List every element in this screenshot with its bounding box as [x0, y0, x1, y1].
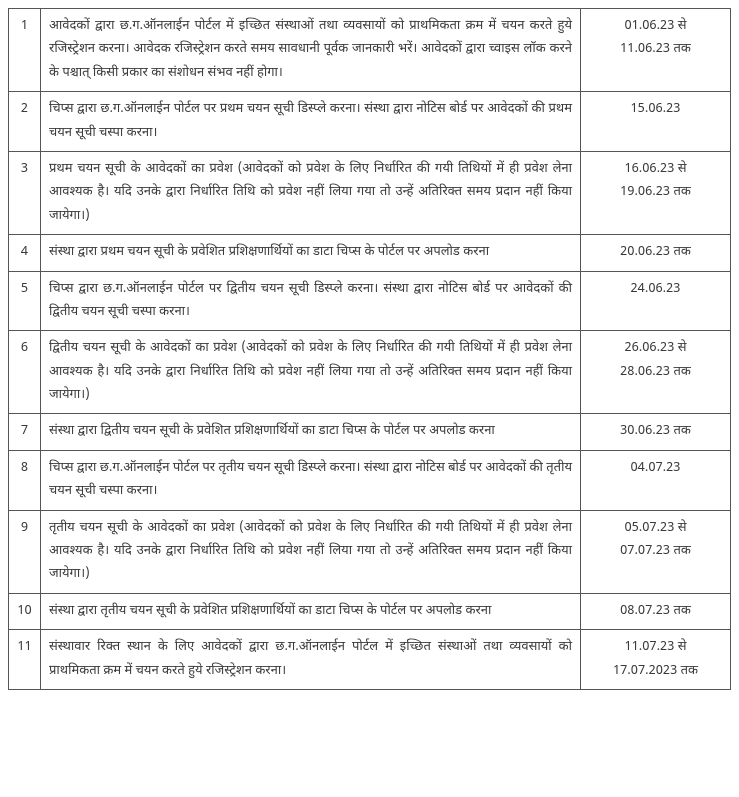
serial-number: 8: [9, 450, 41, 510]
table-row: 9तृतीय चयन सूची के आवेदकों का प्रवेश (आव…: [9, 510, 731, 593]
table-row: 10संस्था द्वारा तृतीय चयन सूची के प्रवेश…: [9, 593, 731, 629]
serial-number: 9: [9, 510, 41, 593]
table-row: 3प्रथम चयन सूची के आवेदकों का प्रवेश (आव…: [9, 151, 731, 234]
description: संस्था द्वारा द्वितीय चयन सूची के प्रवेश…: [41, 414, 581, 450]
description: प्रथम चयन सूची के आवेदकों का प्रवेश (आवे…: [41, 151, 581, 234]
description: संस्थावार रिक्त स्थान के लिए आवेदकों द्व…: [41, 630, 581, 690]
description: द्वितीय चयन सूची के आवेदकों का प्रवेश (आ…: [41, 331, 581, 414]
table-row: 5चिप्स द्वारा छ.ग.ऑनलाईन पोर्टल पर द्वित…: [9, 271, 731, 331]
date-range: 16.06.23 से 19.06.23 तक: [581, 151, 731, 234]
date-range: 26.06.23 से 28.06.23 तक: [581, 331, 731, 414]
serial-number: 3: [9, 151, 41, 234]
date-range: 15.06.23: [581, 92, 731, 152]
table-row: 4संस्था द्वारा प्रथम चयन सूची के प्रवेशि…: [9, 235, 731, 271]
serial-number: 7: [9, 414, 41, 450]
serial-number: 1: [9, 9, 41, 92]
date-range: 04.07.23: [581, 450, 731, 510]
date-range: 11.07.23 से 17.07.2023 तक: [581, 630, 731, 690]
description: संस्था द्वारा तृतीय चयन सूची के प्रवेशित…: [41, 593, 581, 629]
serial-number: 11: [9, 630, 41, 690]
table-row: 1आवेदकों द्वारा छ.ग.ऑनलाईन पोर्टल में इच…: [9, 9, 731, 92]
description: चिप्स द्वारा छ.ग.ऑनलाईन पोर्टल पर द्विती…: [41, 271, 581, 331]
description: चिप्स द्वारा छ.ग.ऑनलाईन पोर्टल पर प्रथम …: [41, 92, 581, 152]
description: संस्था द्वारा प्रथम चयन सूची के प्रवेशित…: [41, 235, 581, 271]
date-range: 08.07.23 तक: [581, 593, 731, 629]
table-row: 7संस्था द्वारा द्वितीय चयन सूची के प्रवे…: [9, 414, 731, 450]
description: तृतीय चयन सूची के आवेदकों का प्रवेश (आवे…: [41, 510, 581, 593]
serial-number: 4: [9, 235, 41, 271]
date-range: 30.06.23 तक: [581, 414, 731, 450]
serial-number: 6: [9, 331, 41, 414]
serial-number: 5: [9, 271, 41, 331]
description: चिप्स द्वारा छ.ग.ऑनलाईन पोर्टल पर तृतीय …: [41, 450, 581, 510]
schedule-table: 1आवेदकों द्वारा छ.ग.ऑनलाईन पोर्टल में इच…: [8, 8, 731, 690]
serial-number: 2: [9, 92, 41, 152]
table-row: 6द्वितीय चयन सूची के आवेदकों का प्रवेश (…: [9, 331, 731, 414]
schedule-table-body: 1आवेदकों द्वारा छ.ग.ऑनलाईन पोर्टल में इच…: [9, 9, 731, 690]
date-range: 24.06.23: [581, 271, 731, 331]
date-range: 01.06.23 से 11.06.23 तक: [581, 9, 731, 92]
date-range: 05.07.23 से 07.07.23 तक: [581, 510, 731, 593]
date-range: 20.06.23 तक: [581, 235, 731, 271]
description: आवेदकों द्वारा छ.ग.ऑनलाईन पोर्टल में इच्…: [41, 9, 581, 92]
table-row: 8चिप्स द्वारा छ.ग.ऑनलाईन पोर्टल पर तृतीय…: [9, 450, 731, 510]
table-row: 11संस्थावार रिक्त स्थान के लिए आवेदकों द…: [9, 630, 731, 690]
serial-number: 10: [9, 593, 41, 629]
table-row: 2चिप्स द्वारा छ.ग.ऑनलाईन पोर्टल पर प्रथम…: [9, 92, 731, 152]
